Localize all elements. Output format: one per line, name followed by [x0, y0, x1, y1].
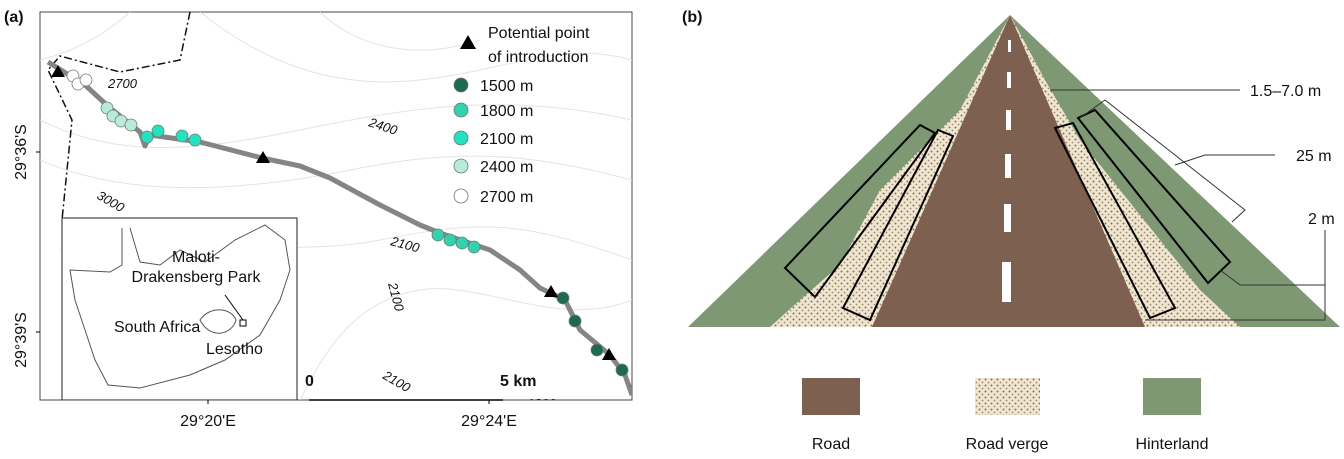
- sample-point: [176, 130, 188, 142]
- legend-swatch: [802, 378, 860, 415]
- contour-label: 1800: [527, 396, 557, 411]
- legend-label: 1800 m: [480, 103, 533, 120]
- sample-point: [468, 241, 480, 253]
- inset-label: Maloti-: [172, 249, 220, 266]
- sample-point: [189, 134, 201, 146]
- inset-label: South Africa: [114, 319, 200, 336]
- sample-point: [80, 74, 92, 86]
- legend-label: 2700 m: [480, 189, 533, 206]
- lon-label: 29°24'E: [461, 413, 517, 430]
- legend-label: Hinterland: [1136, 436, 1209, 453]
- lon-label: 29°20'E: [180, 413, 236, 430]
- legend-label: 1500 m: [480, 78, 533, 95]
- callout-label: 2 m: [1308, 211, 1335, 228]
- sample-point: [569, 315, 581, 327]
- legend-title: of introduction: [488, 49, 589, 66]
- figure: (a) 2700 2400 3000 2100 2100 2100 1800 M…: [0, 0, 1344, 454]
- lat-label: 29°39'S: [13, 312, 30, 368]
- panel-label: (b): [682, 9, 702, 26]
- sample-point: [141, 131, 153, 143]
- scale-label: 0: [305, 373, 314, 390]
- sample-point: [557, 292, 569, 304]
- callout-label: 25 m: [1296, 148, 1332, 165]
- sample-point: [616, 364, 628, 376]
- sample-point: [432, 229, 444, 241]
- sample-point: [444, 234, 456, 246]
- inset-label: Lesotho: [206, 341, 263, 358]
- lat-label: 29°36'S: [13, 124, 30, 180]
- callout-label: 1.5–7.0 m: [1250, 83, 1321, 100]
- sample-point: [152, 125, 164, 137]
- scale-label: 5 km: [500, 373, 536, 390]
- legend-label: 2100 m: [480, 131, 533, 148]
- contour-label: 2700: [107, 76, 138, 91]
- legend-label: 2400 m: [480, 159, 533, 176]
- inset-label: Drakensberg Park: [132, 269, 262, 286]
- legend-label: Road: [812, 436, 850, 453]
- legend-marker: [454, 131, 468, 145]
- legend-marker: [454, 103, 468, 117]
- inset-frame: [62, 218, 297, 400]
- legend-swatch: [1143, 378, 1201, 415]
- sample-point: [125, 119, 137, 131]
- sample-point: [456, 237, 468, 249]
- legend-marker: [454, 78, 468, 92]
- legend-title: Potential point: [488, 25, 590, 42]
- legend-marker: [454, 189, 468, 203]
- panel-label: (a): [4, 9, 24, 26]
- sample-point: [591, 344, 603, 356]
- legend-label: Road verge: [966, 436, 1049, 453]
- legend-swatch: [975, 378, 1040, 415]
- legend-marker: [454, 159, 468, 173]
